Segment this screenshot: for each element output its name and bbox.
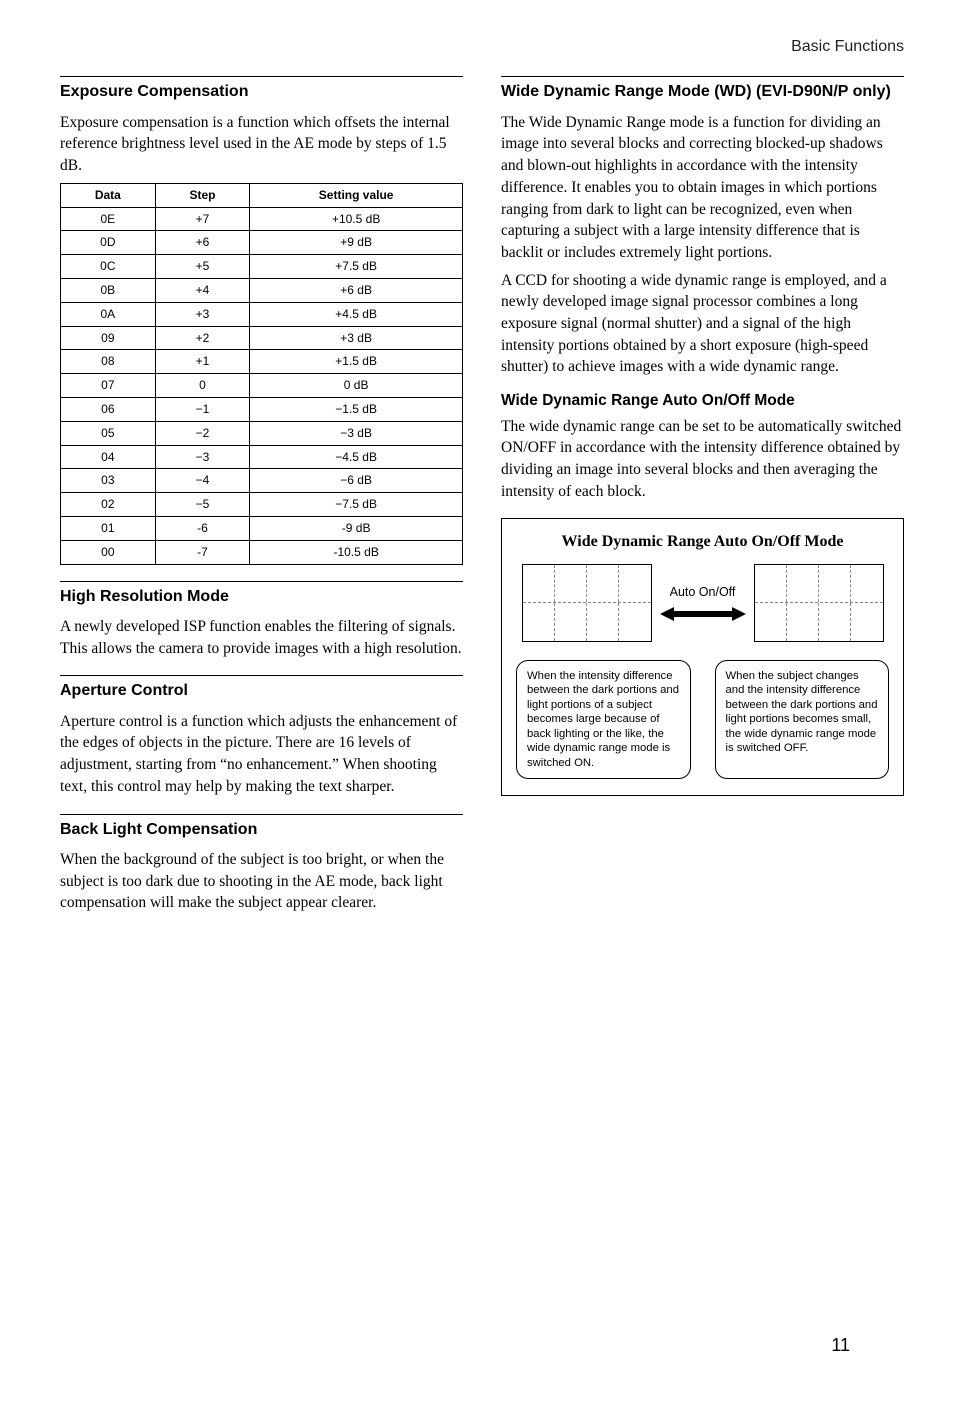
wdr-auto-body: The wide dynamic range can be set to be … [501, 416, 904, 503]
left-column: Exposure Compensation Exposure compensat… [60, 76, 463, 920]
histogram-right [754, 564, 884, 642]
table-cell: −3 [155, 445, 250, 469]
table-cell: 0A [61, 302, 156, 326]
two-column-layout: Exposure Compensation Exposure compensat… [60, 76, 904, 920]
exposure-comp-body: Exposure compensation is a function whic… [60, 112, 463, 177]
table-row: 09+2+3 dB [61, 326, 463, 350]
table-cell: −1 [155, 398, 250, 422]
table-cell: 0C [61, 255, 156, 279]
table-row: 08+1+1.5 dB [61, 350, 463, 374]
table-row: 03−4−6 dB [61, 469, 463, 493]
table-cell: 0 [155, 374, 250, 398]
diagram-desc-off: When the subject changes and the intensi… [715, 660, 890, 779]
breadcrumb: Basic Functions [60, 36, 904, 58]
high-res-title: High Resolution Mode [60, 581, 463, 608]
table-cell: +10.5 dB [250, 207, 463, 231]
table-cell: +3 dB [250, 326, 463, 350]
table-row: 01-6-9 dB [61, 517, 463, 541]
table-row: 0B+4+6 dB [61, 279, 463, 303]
table-cell: 02 [61, 493, 156, 517]
table-row: 0D+6+9 dB [61, 231, 463, 255]
histogram-left [522, 564, 652, 642]
table-cell: +6 [155, 231, 250, 255]
table-cell: −5 [155, 493, 250, 517]
table-row: 0A+3+4.5 dB [61, 302, 463, 326]
table-cell: 09 [61, 326, 156, 350]
diagram-desc-on: When the intensity difference between th… [516, 660, 691, 779]
table-cell: −4 [155, 469, 250, 493]
table-cell: −6 dB [250, 469, 463, 493]
table-cell: -9 dB [250, 517, 463, 541]
exposure-comp-title: Exposure Compensation [60, 76, 463, 103]
table-cell: +3 [155, 302, 250, 326]
wdr-title: Wide Dynamic Range Mode (WD) (EVI-D90N/P… [501, 76, 904, 103]
auto-onoff-label: Auto On/Off [660, 584, 746, 602]
table-cell: +4 [155, 279, 250, 303]
diagram-center: Auto On/Off [660, 584, 746, 622]
table-cell: +7.5 dB [250, 255, 463, 279]
table-cell: −7.5 dB [250, 493, 463, 517]
diagram-histograms-row: Auto On/Off [516, 564, 889, 642]
table-cell: 0E [61, 207, 156, 231]
aperture-body: Aperture control is a function which adj… [60, 711, 463, 798]
table-row: 02−5−7.5 dB [61, 493, 463, 517]
double-arrow-icon [660, 606, 746, 622]
table-row: 05−2−3 dB [61, 421, 463, 445]
table-cell: 0B [61, 279, 156, 303]
table-cell: 01 [61, 517, 156, 541]
table-cell: +7 [155, 207, 250, 231]
table-cell: 0 dB [250, 374, 463, 398]
table-cell: −4.5 dB [250, 445, 463, 469]
table-cell: -10.5 dB [250, 540, 463, 564]
diagram-title: Wide Dynamic Range Auto On/Off Mode [516, 531, 889, 553]
table-cell: -7 [155, 540, 250, 564]
table-cell: +6 dB [250, 279, 463, 303]
exposure-comp-table: DataStepSetting value 0E+7+10.5 dB0D+6+9… [60, 183, 463, 565]
wdr-auto-title: Wide Dynamic Range Auto On/Off Mode [501, 390, 904, 412]
high-res-body: A newly developed ISP function enables t… [60, 616, 463, 659]
aperture-title: Aperture Control [60, 675, 463, 702]
table-cell: 07 [61, 374, 156, 398]
table-cell: 03 [61, 469, 156, 493]
backlight-body: When the background of the subject is to… [60, 849, 463, 914]
page-number: 11 [831, 1333, 850, 1358]
table-cell: -6 [155, 517, 250, 541]
backlight-title: Back Light Compensation [60, 814, 463, 841]
table-cell: 0D [61, 231, 156, 255]
table-cell: 08 [61, 350, 156, 374]
table-cell: +1.5 dB [250, 350, 463, 374]
diagram-descriptions-row: When the intensity difference between th… [516, 660, 889, 779]
table-header: Data [61, 183, 156, 207]
table-cell: +2 [155, 326, 250, 350]
table-row: 0E+7+10.5 dB [61, 207, 463, 231]
table-header: Setting value [250, 183, 463, 207]
table-row: 0700 dB [61, 374, 463, 398]
table-cell: 04 [61, 445, 156, 469]
table-cell: −2 [155, 421, 250, 445]
table-cell: +1 [155, 350, 250, 374]
wdr-body-1: The Wide Dynamic Range mode is a functio… [501, 112, 904, 264]
table-cell: 00 [61, 540, 156, 564]
table-row: 04−3−4.5 dB [61, 445, 463, 469]
wdr-diagram: Wide Dynamic Range Auto On/Off Mode Auto… [501, 518, 904, 796]
table-cell: +5 [155, 255, 250, 279]
table-header: Step [155, 183, 250, 207]
table-row: 06−1−1.5 dB [61, 398, 463, 422]
table-cell: −1.5 dB [250, 398, 463, 422]
table-row: 00-7-10.5 dB [61, 540, 463, 564]
table-cell: 05 [61, 421, 156, 445]
table-cell: +9 dB [250, 231, 463, 255]
table-cell: −3 dB [250, 421, 463, 445]
table-cell: 06 [61, 398, 156, 422]
table-row: 0C+5+7.5 dB [61, 255, 463, 279]
wdr-body-2: A CCD for shooting a wide dynamic range … [501, 270, 904, 378]
right-column: Wide Dynamic Range Mode (WD) (EVI-D90N/P… [501, 76, 904, 920]
table-cell: +4.5 dB [250, 302, 463, 326]
